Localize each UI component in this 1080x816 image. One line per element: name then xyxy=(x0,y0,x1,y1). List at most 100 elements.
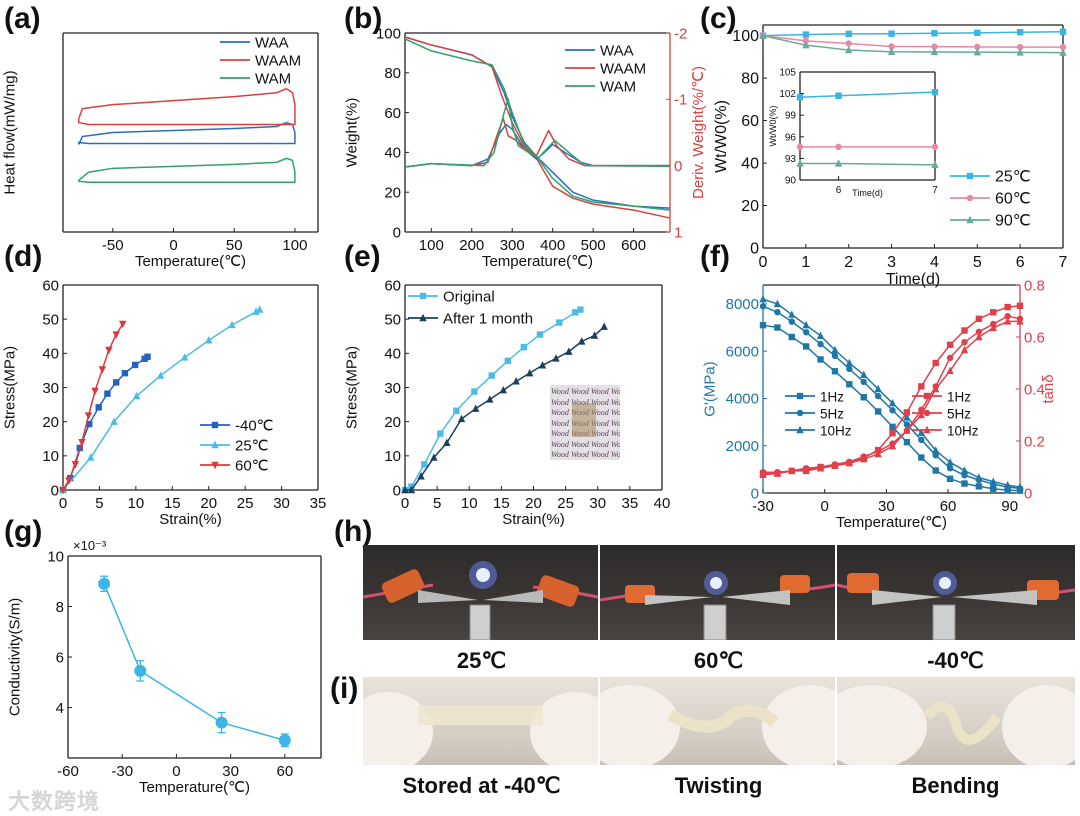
data-point xyxy=(110,417,118,425)
data-point xyxy=(990,485,997,492)
series-60- xyxy=(759,32,1067,51)
legend-marker xyxy=(796,425,804,434)
x-tick-label: 30 xyxy=(589,495,606,512)
data-point xyxy=(256,305,264,313)
caption-i-stored: Stored at -40℃ xyxy=(402,773,561,798)
series-line xyxy=(62,308,261,491)
data-point xyxy=(98,366,107,374)
legend-item: WAAM xyxy=(220,52,301,69)
y-tick-label: 60 xyxy=(384,277,401,294)
film-illustration xyxy=(363,692,598,765)
data-point xyxy=(961,339,968,346)
data-point xyxy=(931,160,939,169)
caption-h-minus40c: -40℃ xyxy=(927,648,984,673)
data-point xyxy=(86,420,93,428)
data-point xyxy=(931,43,938,50)
y-tick-label: 60 xyxy=(42,277,59,294)
series-25- xyxy=(759,28,1067,39)
data-point xyxy=(112,331,120,339)
data-point xyxy=(417,472,425,480)
data-point xyxy=(931,143,939,151)
x-tick-label: 2 xyxy=(844,254,853,271)
chart-c_inset: 6 7 90 93 96 99 102 105 Time(d) Wt/W0(%) xyxy=(768,68,939,198)
data-point xyxy=(457,414,466,423)
legend-label: After 1 month xyxy=(443,310,533,327)
data-point xyxy=(1016,29,1024,36)
series-line xyxy=(78,157,296,183)
panel-label-c: (c) xyxy=(700,2,737,35)
data-point xyxy=(888,398,897,407)
x-tick-label: -60 xyxy=(57,763,79,780)
data-point xyxy=(989,477,997,485)
data-point xyxy=(975,315,983,322)
film-photo-bending xyxy=(837,677,1075,765)
data-point xyxy=(556,319,563,326)
series--40- xyxy=(59,353,151,494)
legend-label: 60℃ xyxy=(235,457,269,474)
legend-item: 60℃ xyxy=(950,191,1031,208)
data-point xyxy=(918,454,925,461)
data-point xyxy=(144,353,151,360)
led-circuit-illustration xyxy=(363,561,598,640)
panel-label-e: (e) xyxy=(344,240,381,273)
data-point xyxy=(917,428,926,436)
y-axis-label: Weight(%) xyxy=(344,98,361,168)
data-point xyxy=(443,438,451,447)
data-point xyxy=(773,469,782,477)
chart-f: -30 0 30 60 900200040006000800000.20.40.60.8… xyxy=(702,277,1058,531)
data-point xyxy=(1003,317,1012,325)
legend-label: 90℃ xyxy=(995,213,1031,230)
data-point xyxy=(802,466,810,475)
data-point xyxy=(918,436,925,444)
data-point xyxy=(802,37,810,45)
data-point xyxy=(831,352,839,360)
y2-tick-label: -1 xyxy=(674,92,687,109)
x-tick-label: 3 xyxy=(887,254,896,271)
y-tick-label: 8000 xyxy=(726,296,759,313)
data-point xyxy=(759,303,767,310)
series-line xyxy=(62,323,124,491)
data-point xyxy=(860,370,868,379)
series-line xyxy=(103,583,286,742)
data-point xyxy=(1016,482,1024,491)
data-point xyxy=(112,379,120,386)
x-tick-label: 40 xyxy=(654,495,671,512)
data-point xyxy=(759,31,767,39)
data-point xyxy=(134,664,147,677)
data-point xyxy=(512,377,520,385)
data-point xyxy=(252,307,260,315)
legend-item: Original xyxy=(408,288,495,305)
data-point xyxy=(917,410,926,419)
data-point xyxy=(888,43,895,50)
data-point xyxy=(845,30,852,38)
data-point xyxy=(600,322,608,330)
caption-i-twisting: Twisting xyxy=(674,773,763,798)
data-point xyxy=(889,407,896,414)
data-point xyxy=(71,461,80,469)
data-point xyxy=(525,368,534,377)
data-point xyxy=(121,369,129,377)
data-point xyxy=(946,354,954,361)
data-point xyxy=(180,353,189,361)
data-point xyxy=(802,329,810,336)
data-point xyxy=(565,347,573,355)
data-point xyxy=(520,343,528,351)
data-point xyxy=(802,31,810,38)
data-point xyxy=(834,159,843,167)
y-tick-label: 0 xyxy=(393,482,401,499)
wood-transparency-photo: Wood Wood Wood Wood Wood Wood Wood Wood … xyxy=(550,385,620,460)
data-point xyxy=(903,426,911,434)
data-point xyxy=(577,306,584,313)
y-tick-label: 8 xyxy=(56,599,64,616)
x-tick-label: 6 xyxy=(1016,254,1025,271)
legend-marker xyxy=(211,461,219,470)
data-point xyxy=(773,299,782,308)
legend-item: 90℃ xyxy=(950,213,1031,230)
series-waam xyxy=(404,36,671,219)
data-point xyxy=(1004,303,1011,311)
x-tick-label: 1 xyxy=(801,254,810,271)
y-tick-label: 40 xyxy=(384,346,401,363)
y-tick-label: 20 xyxy=(384,414,401,431)
x-tick-label: 7 xyxy=(1059,254,1068,271)
x-tick-label: 60 xyxy=(940,498,957,515)
